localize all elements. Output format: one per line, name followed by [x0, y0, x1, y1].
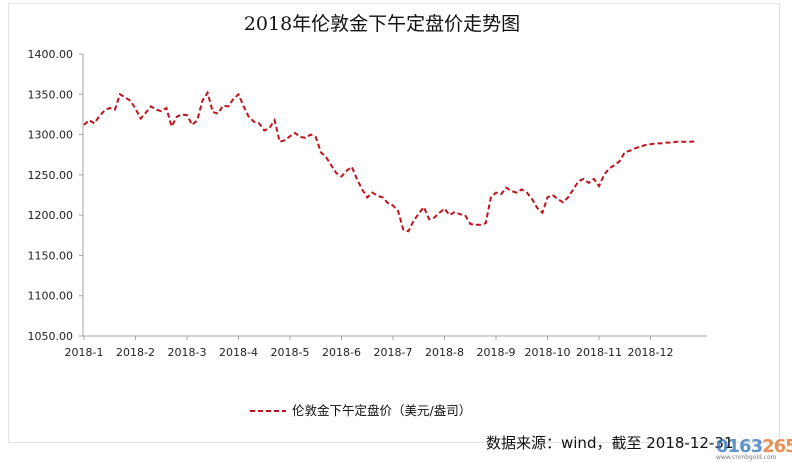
x-tick-label: 2018-4	[219, 346, 258, 359]
chart-frame	[8, 3, 780, 443]
y-tick-label: 1400.00	[28, 48, 74, 61]
y-tick-label: 1100.00	[28, 290, 74, 303]
x-tick-label: 2018-2	[116, 346, 155, 359]
legend: 伦敦金下午定盘价（美元/盎司）	[250, 403, 471, 418]
y-tick-label: 1150.00	[28, 249, 74, 262]
legend-label: 伦敦金下午定盘价（美元/盎司）	[292, 403, 471, 418]
source-note: 数据来源：wind，截至 2018-12-31	[486, 434, 734, 452]
x-tick-label: 2018-5	[271, 346, 310, 359]
x-tick-label: 2018-7	[374, 346, 413, 359]
chart-title: 2018年伦敦金下午定盘价走势图	[244, 13, 520, 35]
watermark-logo: 0163265	[716, 436, 792, 457]
y-tick-label: 1350.00	[28, 88, 74, 101]
x-tick-label: 2018-8	[425, 346, 464, 359]
x-tick-label: 2018-3	[168, 346, 207, 359]
x-tick-label: 2018-10	[525, 346, 571, 359]
x-tick-label: 2018-12	[628, 346, 674, 359]
y-tick-label: 1050.00	[28, 330, 74, 343]
x-tick-label: 2018-9	[477, 346, 516, 359]
y-axis: 1400.00 1350.00 1300.00 1250.00 1200.00 1150.…	[28, 48, 84, 343]
x-tick-label: 2018-11	[576, 346, 622, 359]
x-tick-label: 2018-1	[65, 346, 104, 359]
y-tick-label: 1200.00	[28, 209, 74, 222]
watermark-url: www.cnmbgold.com	[716, 454, 777, 461]
x-axis: 2018-1 2018-2 2018-3 2018-4 2018-5 2018-6 2018…	[65, 335, 707, 359]
series-line	[83, 90, 698, 233]
y-tick-label: 1250.00	[28, 169, 74, 182]
y-tick-label: 1300.00	[28, 129, 74, 142]
x-tick-label: 2018-6	[322, 346, 361, 359]
